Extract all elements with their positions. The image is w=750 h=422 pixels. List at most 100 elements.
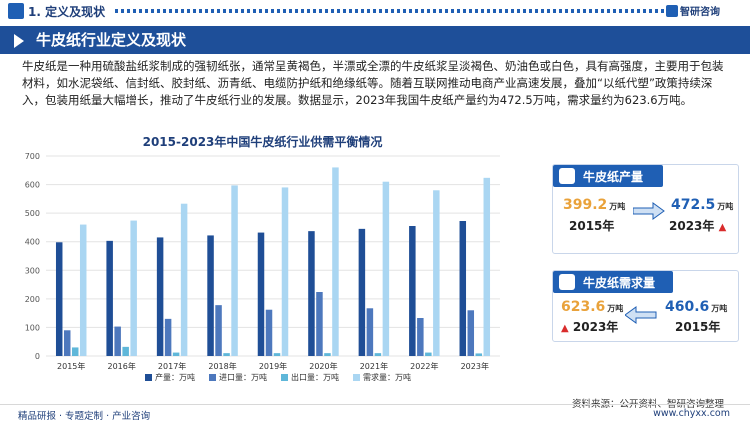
bar	[483, 177, 491, 356]
legend-label: 出口量：万吨	[291, 372, 339, 382]
page-title: 牛皮纸行业定义及现状	[36, 31, 187, 49]
legend-swatch	[281, 374, 288, 381]
legend-label: 产量：万吨	[155, 372, 195, 382]
x-tick-label: 2019年	[259, 361, 287, 371]
production-to-year-wrap: 2023年 ▲	[669, 217, 726, 234]
section-marker-icon	[8, 3, 24, 19]
bar	[231, 185, 238, 356]
bar	[467, 310, 475, 356]
x-tick-label: 2018年	[208, 361, 236, 371]
intro-paragraph: 牛皮纸是一种用硫酸盐纸浆制成的强韧纸张，通常呈黄褐色，半漂或全漂的牛皮纸浆呈淡褐…	[22, 59, 724, 107]
production-from-unit: 万吨	[609, 202, 626, 211]
bar	[475, 353, 483, 356]
y-tick-label: 600	[25, 181, 40, 190]
legend-swatch	[353, 374, 360, 381]
legend-label: 需求量：万吨	[363, 372, 411, 382]
production-to-value-wrap: 472.5 万吨	[671, 197, 733, 213]
production-to-year: 2023年	[669, 219, 715, 233]
chart-title: 2015-2023年中国牛皮纸行业供需平衡情况	[142, 135, 383, 149]
demand-to-value: 623.6	[561, 299, 606, 315]
production-from-year: 2015年	[569, 219, 615, 233]
y-tick-label: 100	[25, 323, 40, 332]
demand-up-arrow-icon: ▲	[561, 323, 569, 334]
production-card-title: 牛皮纸产量	[583, 170, 644, 184]
demand-to-value-wrap: 623.6 万吨	[561, 299, 623, 315]
bar	[172, 352, 180, 356]
bar	[324, 353, 331, 356]
bar	[425, 352, 432, 356]
bar	[459, 221, 467, 356]
production-card-header: 牛皮纸产量	[553, 165, 663, 187]
y-tick-label: 300	[25, 266, 40, 275]
x-tick-label: 2021年	[360, 361, 388, 371]
bar	[374, 353, 382, 356]
bar	[257, 232, 265, 356]
banner-arrow-icon	[14, 34, 24, 48]
production-to-value: 472.5	[671, 197, 716, 213]
bar	[273, 353, 281, 356]
bar	[417, 318, 424, 356]
bar	[114, 326, 121, 356]
supply-demand-chart: 0 100 200 300 400 500 600 700 2015年 2016年 2017年 201…	[25, 152, 500, 382]
legend-swatch	[209, 374, 216, 381]
footer-right-text: www.chyxx.com	[653, 408, 730, 419]
footer-left-text: 精品研报 · 专题定制 · 产业咨询	[18, 411, 151, 422]
demand-from-value-wrap: 460.6 万吨	[665, 299, 727, 315]
bar	[106, 240, 113, 356]
demand-from-unit: 万吨	[711, 304, 728, 313]
bar	[207, 235, 214, 356]
title-banner	[0, 26, 750, 54]
bar	[130, 220, 137, 356]
bar	[358, 228, 366, 356]
demand-card: 牛皮纸需求量 623.6 万吨 ▲ 2023年 460.6 万吨 2015年	[552, 270, 739, 342]
bar	[164, 318, 172, 356]
arrow-left-icon	[625, 306, 657, 324]
bar	[316, 292, 323, 356]
x-tick-label: 2022年	[410, 361, 438, 371]
production-from-value-wrap: 399.2 万吨	[563, 197, 625, 213]
header-stripe	[115, 9, 670, 13]
bar	[63, 330, 71, 356]
bar	[366, 308, 374, 356]
bar	[156, 237, 164, 356]
legend-swatch	[145, 374, 152, 381]
footer: 精品研报 · 专题定制 · 产业咨询 www.chyxx.com	[0, 404, 750, 422]
x-tick-label: 2015年	[57, 361, 85, 371]
demand-from-year: 2015年	[675, 320, 721, 334]
bar	[332, 167, 339, 356]
demand-to-unit: 万吨	[607, 304, 624, 313]
x-tick-label: 2017年	[158, 361, 186, 371]
production-from-value: 399.2	[563, 197, 608, 213]
production-to-unit: 万吨	[717, 202, 734, 211]
section-title: 1. 定义及现状	[28, 5, 106, 19]
demand-from-value: 460.6	[665, 299, 710, 315]
factory-icon	[559, 168, 575, 184]
bar	[79, 224, 87, 356]
x-tick-label: 2020年	[309, 361, 337, 371]
bar	[71, 347, 79, 356]
logo-text: 智研咨询	[680, 7, 720, 18]
demand-card-header: 牛皮纸需求量	[553, 271, 673, 293]
bar	[265, 309, 273, 356]
top-bar: 1. 定义及现状 智研咨询	[0, 0, 750, 22]
y-tick-label: 700	[25, 152, 40, 161]
bar	[55, 242, 63, 356]
x-tick-label: 2023年	[461, 361, 489, 371]
up-arrow-icon: ▲	[718, 222, 727, 233]
bar	[281, 187, 289, 356]
y-tick-label: 200	[25, 295, 40, 304]
bar	[180, 203, 188, 356]
bar	[308, 231, 315, 356]
y-tick-label: 0	[35, 352, 40, 361]
demand-to-year: 2023年	[572, 320, 619, 334]
y-tick-label: 500	[25, 209, 40, 218]
logo-icon	[666, 5, 678, 17]
legend-label: 进口量：万吨	[219, 372, 267, 382]
bar	[122, 346, 129, 356]
x-tick-label: 2016年	[107, 361, 135, 371]
demand-card-title: 牛皮纸需求量	[583, 276, 656, 290]
bar-chart-icon	[559, 274, 575, 290]
arrow-right-icon	[633, 202, 665, 220]
demand-to-year-wrap: ▲ 2023年	[561, 318, 618, 335]
production-card: 牛皮纸产量 399.2 万吨 2015年 472.5 万吨 2023年 ▲	[552, 164, 739, 254]
